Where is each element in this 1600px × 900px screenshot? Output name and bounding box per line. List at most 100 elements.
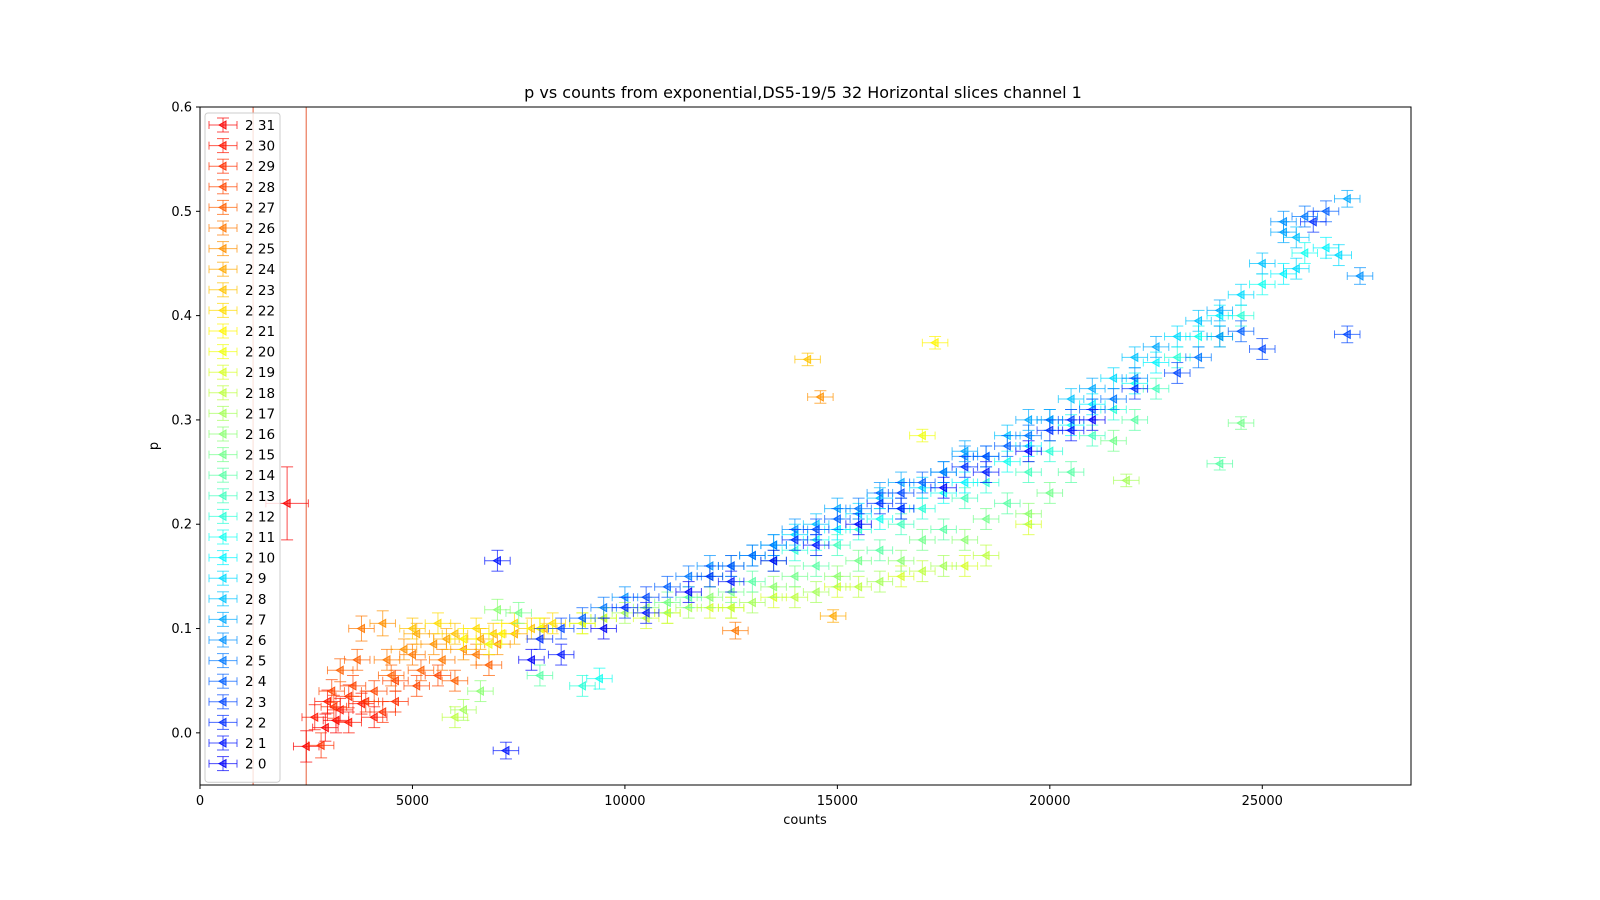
data-point [307, 732, 335, 759]
series-2-5 [590, 205, 1319, 619]
data-point [1121, 377, 1149, 400]
data-point [951, 455, 979, 478]
data-point [1206, 299, 1234, 322]
legend-label: 2 27 [245, 200, 275, 216]
data-point [547, 643, 575, 666]
data-point [1185, 346, 1212, 369]
data-point [424, 612, 452, 635]
legend-marker [208, 694, 238, 710]
data-point [972, 461, 1000, 484]
data-point [824, 534, 851, 557]
data-point [399, 617, 426, 640]
legend-marker [208, 467, 238, 483]
data-point [866, 570, 894, 593]
data-point [1015, 440, 1042, 463]
data-point [845, 549, 872, 572]
legend-marker [208, 302, 238, 318]
data-point [1334, 325, 1361, 344]
legend-label: 2 4 [245, 674, 266, 690]
legend-label: 2 18 [245, 386, 275, 402]
legend-marker [208, 653, 238, 669]
data-point [802, 581, 830, 603]
data-point [586, 667, 613, 690]
data-point [467, 680, 494, 703]
legend-marker [208, 199, 238, 215]
data-point [484, 549, 511, 572]
legend-label: 2 20 [245, 345, 275, 361]
data-point [845, 513, 872, 536]
data-point [972, 544, 1000, 567]
data-point [1300, 210, 1327, 233]
legend-marker [208, 364, 238, 380]
data-point [930, 518, 957, 541]
data-point [909, 560, 936, 583]
legend-label: 2 31 [245, 118, 275, 134]
legend-label: 2 14 [245, 468, 275, 484]
data-point [930, 555, 957, 577]
legend-label: 2 26 [245, 221, 275, 237]
y-axis-title: p [147, 442, 162, 450]
series-2-24 [403, 609, 847, 650]
legend: 2 312 302 292 282 272 262 252 242 232 22… [204, 112, 281, 783]
legend-label: 2 21 [245, 324, 275, 340]
legend-marker [208, 632, 238, 648]
data-point [1270, 262, 1297, 285]
data-point [407, 659, 435, 682]
series-2-17 [450, 473, 1140, 721]
y-tick-label: 0.3 [171, 413, 192, 428]
data-point [1164, 325, 1191, 348]
data-point [1036, 482, 1064, 504]
x-tick-label: 0 [196, 794, 204, 809]
series-2-2 [526, 210, 1327, 650]
legend-label: 2 28 [245, 180, 275, 196]
y-tick-label: 0.4 [171, 309, 192, 324]
x-tick-label: 5000 [396, 794, 429, 809]
data-point [441, 669, 469, 692]
data-point [781, 565, 809, 588]
data-point [1291, 242, 1319, 264]
data-point [951, 471, 979, 494]
data-point [994, 435, 1021, 457]
series-2-1 [484, 419, 1085, 760]
legend-marker [208, 550, 238, 566]
data-point [1100, 388, 1127, 410]
legend-label: 2 6 [245, 633, 266, 649]
legend-marker [208, 241, 238, 257]
data-point [369, 610, 396, 637]
y-tick-label: 0.2 [171, 518, 192, 533]
data-point [360, 680, 388, 703]
data-point [611, 596, 639, 619]
legend-label: 2 3 [245, 695, 266, 711]
legend-marker [208, 673, 238, 689]
data-point [1206, 456, 1234, 471]
legend-label: 2 23 [245, 283, 275, 299]
legend-marker [208, 714, 238, 730]
data-point [348, 615, 375, 642]
legend-marker [208, 570, 238, 586]
legend-label: 2 25 [245, 242, 275, 258]
data-point [887, 549, 915, 572]
data-point [1206, 325, 1234, 348]
legend-marker [208, 158, 238, 174]
data-point [475, 633, 503, 656]
data-point [887, 482, 915, 504]
legend-label: 2 30 [245, 139, 275, 155]
data-point [450, 698, 477, 721]
data-point [866, 539, 894, 562]
data-point [802, 534, 830, 557]
data-point [909, 528, 936, 551]
data-point [845, 575, 872, 598]
data-point [1057, 419, 1085, 442]
data-point [1079, 424, 1106, 447]
legend-marker [208, 405, 238, 421]
data-point [654, 575, 681, 598]
legend-marker [208, 261, 238, 277]
data-point [1227, 283, 1255, 306]
data-point [1100, 429, 1127, 452]
legend-label: 2 11 [245, 530, 275, 546]
data-point [505, 601, 532, 624]
data-point [382, 669, 409, 692]
legend-label: 2 7 [245, 612, 266, 628]
y-tick-label: 0.1 [171, 622, 192, 637]
data-point [739, 544, 766, 567]
